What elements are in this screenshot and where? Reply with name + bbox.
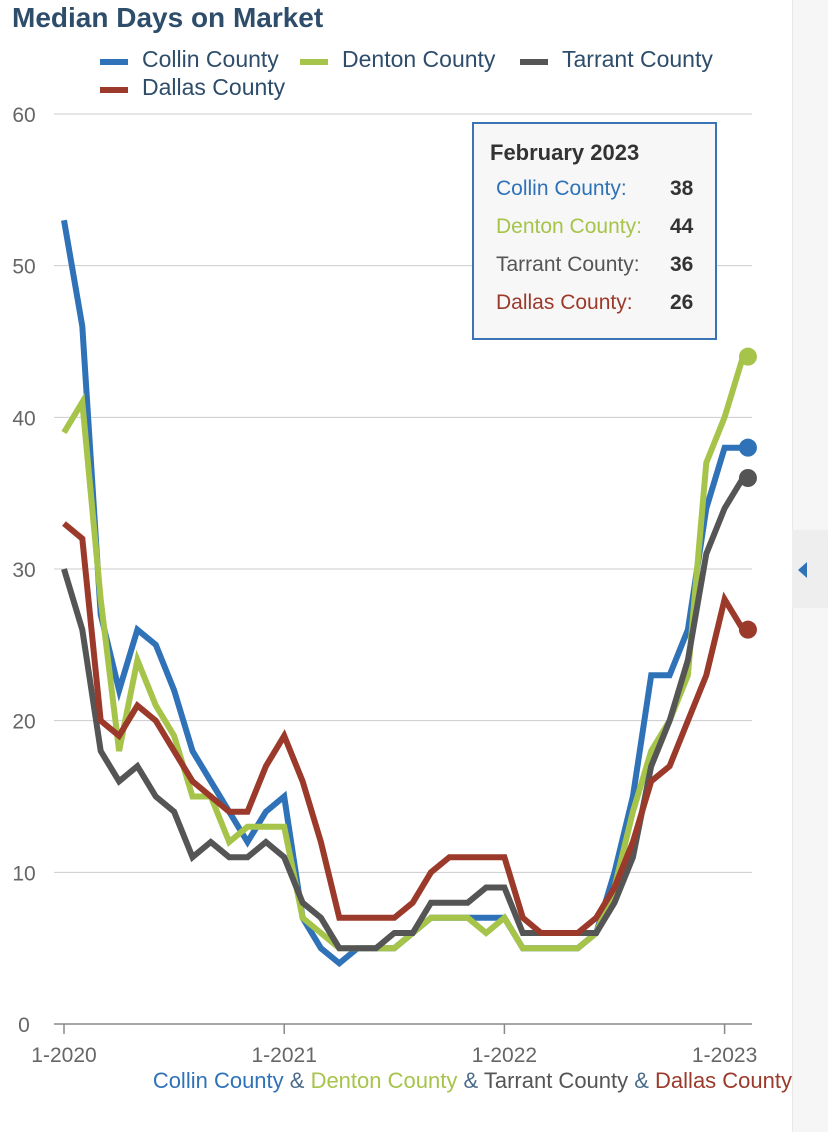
x-tick-label: 1-2021 [252, 1044, 317, 1067]
caption-denton: Denton County [310, 1068, 458, 1093]
x-tick-label: 1-2022 [472, 1044, 537, 1067]
x-tick-label: 1-2020 [31, 1044, 96, 1067]
line-chart: 0 10 20 30 40 50 60 1-2020 1-2021 1-2022 1-2023 [12, 104, 757, 1067]
y-tick-label: 0 [18, 1014, 30, 1037]
series-line-denton [61, 355, 746, 952]
tooltip-value-tarrant: 36 [670, 253, 694, 276]
legend-label-denton: Denton County [342, 46, 496, 72]
legend-swatch-tarrant [520, 59, 548, 65]
y-tick-label: 10 [12, 862, 35, 885]
tooltip-value-collin: 38 [670, 177, 694, 200]
chart-caption: Collin County & Denton County & Tarrant … [152, 1068, 792, 1094]
legend-swatch-denton [300, 59, 328, 65]
tooltip-label-dallas: Dallas County: [496, 291, 633, 314]
legend-swatch-collin [100, 59, 128, 65]
caption-dallas: Dallas County [655, 1068, 792, 1093]
x-tick-label: 1-2023 [692, 1044, 757, 1067]
series-line-tarrant [61, 476, 746, 952]
data-point-dallas-last [738, 620, 757, 639]
chart-title: Median Days on Market [12, 2, 324, 33]
series-line-dallas [62, 521, 746, 936]
tooltip-value-denton: 44 [670, 215, 694, 238]
legend-label-dallas: Dallas County [142, 74, 286, 100]
caption-separator: & [457, 1068, 484, 1093]
tooltip-label-collin: Collin County: [496, 177, 627, 200]
legend-label-tarrant: Tarrant County [562, 46, 713, 72]
tooltip-value-dallas: 26 [670, 291, 694, 314]
y-tick-label: 40 [12, 407, 35, 430]
y-tick-label: 60 [12, 104, 35, 127]
y-tick-label: 20 [12, 711, 35, 734]
chart-tooltip: February 2023 Collin County: 38 Denton C… [472, 122, 717, 340]
data-point-tarrant-last [738, 469, 757, 487]
caption-separator: & [628, 1068, 656, 1093]
caption-separator: & [283, 1068, 311, 1093]
y-tick-label: 30 [12, 559, 35, 582]
data-point-denton-last [738, 347, 757, 366]
caption-collin: Collin County [152, 1068, 284, 1093]
legend-label-collin: Collin County [142, 46, 279, 72]
tooltip-label-tarrant: Tarrant County: [496, 253, 640, 276]
y-tick-label: 50 [12, 256, 35, 279]
caption-tarrant: Tarrant County [483, 1068, 629, 1093]
data-point-collin-last [738, 438, 757, 457]
tooltip-title: February 2023 [490, 140, 640, 165]
tooltip-label-denton: Denton County: [496, 215, 642, 238]
legend-swatch-dallas [100, 87, 128, 93]
chevron-left-icon[interactable] [798, 562, 807, 578]
